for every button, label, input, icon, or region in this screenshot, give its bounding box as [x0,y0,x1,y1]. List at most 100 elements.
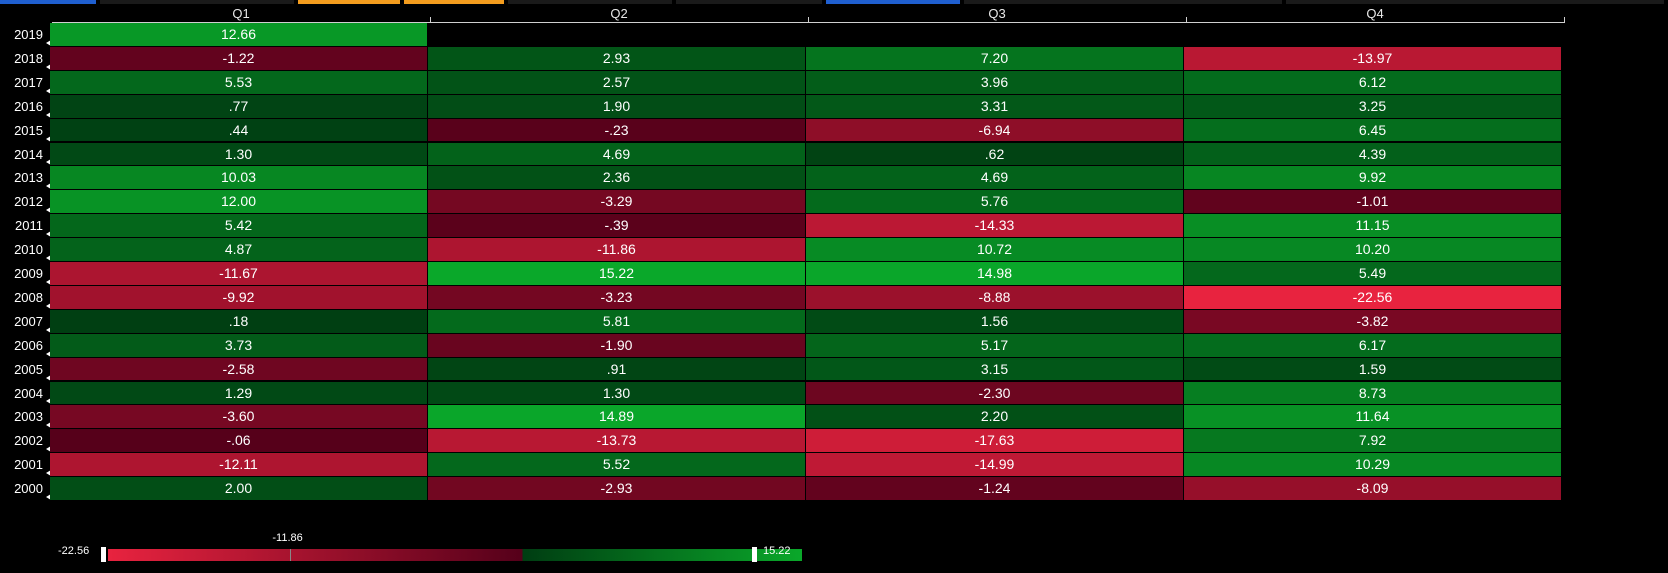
top-tab-6[interactable] [676,0,822,4]
heat-cell-2003-q2[interactable]: 14.89 [428,405,806,430]
row-label-2002: 2002 [14,433,43,449]
heat-cell-2003-q3[interactable]: 2.20 [806,405,1184,430]
heat-cell-2007-q3[interactable]: 1.56 [806,309,1184,334]
heat-cell-2016-q3[interactable]: 3.31 [806,94,1184,119]
heat-cell-2018-q4[interactable]: -13.97 [1184,46,1562,71]
heat-cell-2010-q4[interactable]: 10.20 [1184,238,1562,262]
top-tab-7[interactable] [826,0,960,4]
heat-cell-2008-q1[interactable]: -9.92 [50,285,428,310]
heat-cell-2011-q1[interactable]: 5.42 [50,214,428,239]
heat-cell-2009-q4[interactable]: 5.49 [1184,262,1562,286]
legend-max-label: 15.22 [763,545,791,557]
heat-cell-2003-q1[interactable]: -3.60 [50,405,428,430]
top-tab-8[interactable] [964,0,1282,4]
column-header-q3[interactable]: Q3 [808,4,1187,23]
heat-cell-2015-q4[interactable]: 6.45 [1184,118,1562,143]
heat-cell-2010-q3[interactable]: 10.72 [806,238,1184,262]
heat-cell-2007-q1[interactable]: .18 [50,309,428,334]
column-header-q4[interactable]: Q4 [1186,4,1565,23]
row-marker-icon [46,374,51,381]
heat-cell-2000-q3[interactable]: -1.24 [806,477,1184,501]
heat-cell-2002-q2[interactable]: -13.73 [428,429,806,454]
top-tab-5[interactable] [508,0,672,4]
heat-cell-2013-q4[interactable]: 9.92 [1184,166,1562,191]
heat-cell-2004-q4[interactable]: 8.73 [1184,381,1562,406]
heat-cell-2005-q2[interactable]: .91 [428,357,806,382]
heat-cell-2000-q4[interactable]: -8.09 [1184,477,1562,501]
heat-cell-2003-q4[interactable]: 11.64 [1184,405,1562,430]
heat-cell-2017-q4[interactable]: 6.12 [1184,70,1562,95]
heat-cell-2011-q3[interactable]: -14.33 [806,214,1184,239]
heat-cell-2001-q4[interactable]: 10.29 [1184,453,1562,478]
heat-cell-2015-q1[interactable]: .44 [50,118,428,143]
top-tab-3[interactable] [298,0,400,4]
heat-cell-2012-q4[interactable]: -1.01 [1184,190,1562,215]
heat-cell-2016-q2[interactable]: 1.90 [428,94,806,119]
heat-cell-2009-q2[interactable]: 15.22 [428,262,806,286]
heat-cell-2013-q2[interactable]: 2.36 [428,166,806,191]
legend-min-handle[interactable] [101,547,106,562]
row-marker-icon [46,39,51,46]
heat-cell-2014-q4[interactable]: 4.39 [1184,142,1562,167]
heat-cell-2014-q2[interactable]: 4.69 [428,142,806,167]
heat-cell-2015-q3[interactable]: -6.94 [806,118,1184,143]
heat-cell-2007-q4[interactable]: -3.82 [1184,309,1562,334]
heat-cell-2004-q1[interactable]: 1.29 [50,381,428,406]
heat-cell-2006-q1[interactable]: 3.73 [50,333,428,358]
heat-cell-2013-q1[interactable]: 10.03 [50,166,428,191]
heat-cell-2008-q4[interactable]: -22.56 [1184,285,1562,310]
heat-cell-2012-q3[interactable]: 5.76 [806,190,1184,215]
heat-cell-2010-q2[interactable]: -11.86 [428,238,806,262]
heat-cell-2012-q2[interactable]: -3.29 [428,190,806,215]
heat-cell-2002-q3[interactable]: -17.63 [806,429,1184,454]
heat-cell-2017-q1[interactable]: 5.53 [50,70,428,95]
heat-cell-2014-q3[interactable]: .62 [806,142,1184,167]
heat-cell-2004-q3[interactable]: -2.30 [806,381,1184,406]
top-tab-2[interactable] [100,0,294,4]
heat-cell-2018-q1[interactable]: -1.22 [50,46,428,71]
top-tab-1[interactable] [0,0,96,4]
heat-cell-2002-q4[interactable]: 7.92 [1184,429,1562,454]
heat-cell-2008-q2[interactable]: -3.23 [428,285,806,310]
heat-cell-2002-q1[interactable]: -.06 [50,429,428,454]
heat-cell-2009-q3[interactable]: 14.98 [806,262,1184,286]
heat-cell-2016-q4[interactable]: 3.25 [1184,94,1562,119]
row-label-2007: 2007 [14,313,43,329]
heat-cell-2005-q4[interactable]: 1.59 [1184,357,1562,382]
heat-cell-2018-q3[interactable]: 7.20 [806,46,1184,71]
heat-cell-2000-q1[interactable]: 2.00 [50,477,428,501]
column-header-q2[interactable]: Q2 [430,4,809,23]
top-tab-9[interactable] [1286,0,1664,4]
legend-max-handle[interactable] [752,547,757,562]
heat-cell-2010-q1[interactable]: 4.87 [50,238,428,262]
heat-cell-2001-q1[interactable]: -12.11 [50,453,428,478]
column-header-q1[interactable]: Q1 [52,4,431,23]
top-tab-4[interactable] [404,0,504,4]
heat-cell-2005-q1[interactable]: -2.58 [50,357,428,382]
heat-cell-2001-q2[interactable]: 5.52 [428,453,806,478]
heat-cell-2011-q4[interactable]: 11.15 [1184,214,1562,239]
row-label-2000: 2000 [14,481,43,497]
heat-cell-2015-q2[interactable]: -.23 [428,118,806,143]
heat-cell-2000-q2[interactable]: -2.93 [428,477,806,501]
heat-cell-2006-q2[interactable]: -1.90 [428,333,806,358]
heat-cell-2012-q1[interactable]: 12.00 [50,190,428,215]
heat-cell-2007-q2[interactable]: 5.81 [428,309,806,334]
row-label-2015: 2015 [14,122,43,138]
heat-cell-2013-q3[interactable]: 4.69 [806,166,1184,191]
heat-cell-2018-q2[interactable]: 2.93 [428,46,806,71]
heat-cell-2004-q2[interactable]: 1.30 [428,381,806,406]
heat-cell-2017-q3[interactable]: 3.96 [806,70,1184,95]
heat-cell-2011-q2[interactable]: -.39 [428,214,806,239]
heat-cell-2019-q1[interactable]: 12.66 [50,23,428,47]
heat-cell-2001-q3[interactable]: -14.99 [806,453,1184,478]
heat-cell-2017-q2[interactable]: 2.57 [428,70,806,95]
heat-cell-2009-q1[interactable]: -11.67 [50,262,428,286]
heat-cell-2006-q4[interactable]: 6.17 [1184,333,1562,358]
heat-cell-2008-q3[interactable]: -8.88 [806,285,1184,310]
heat-cell-2016-q1[interactable]: .77 [50,94,428,119]
row-label-2006: 2006 [14,337,43,353]
heat-cell-2014-q1[interactable]: 1.30 [50,142,428,167]
heat-cell-2006-q3[interactable]: 5.17 [806,333,1184,358]
heat-cell-2005-q3[interactable]: 3.15 [806,357,1184,382]
